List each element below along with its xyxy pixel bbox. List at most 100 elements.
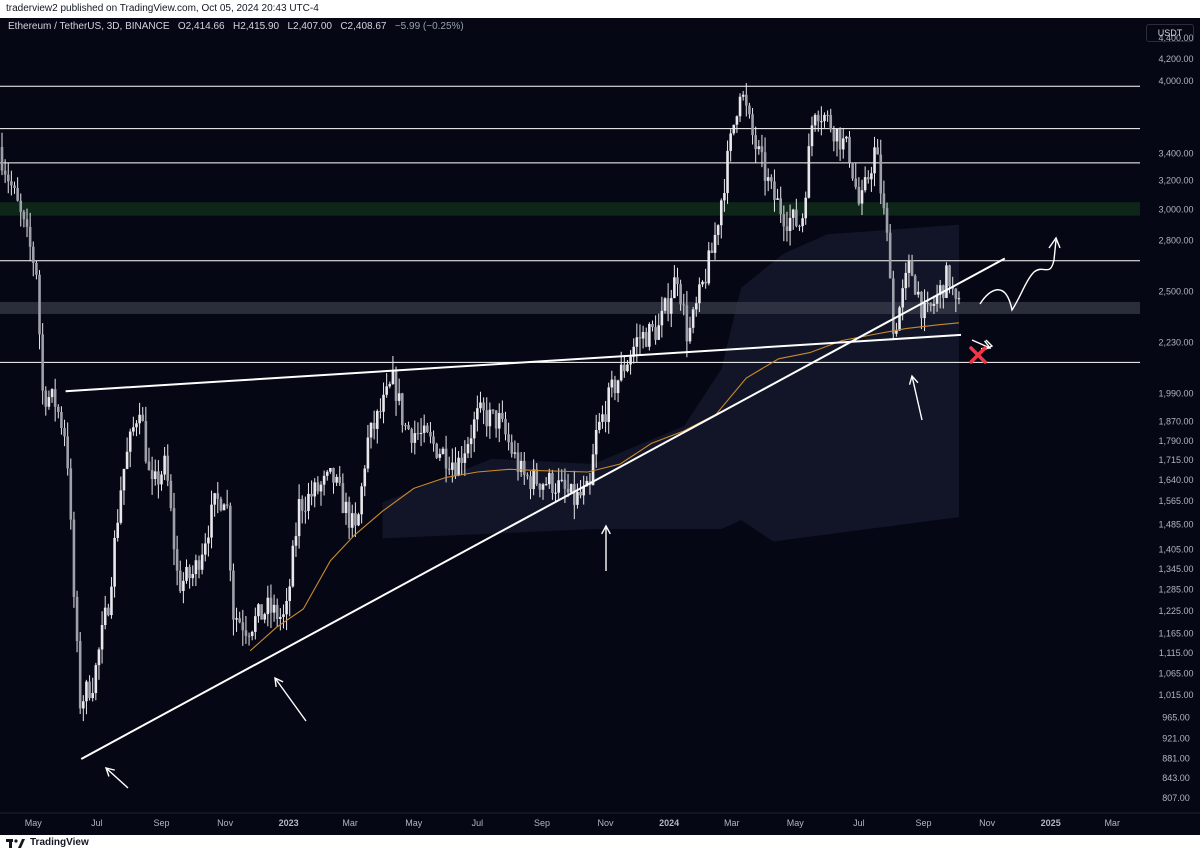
candle-body: [601, 414, 604, 422]
candle: [329, 467, 332, 474]
candle: [63, 419, 66, 447]
candle: [419, 418, 423, 447]
candle: [113, 530, 116, 598]
low-label: L: [287, 21, 294, 32]
candle: [835, 128, 839, 157]
candle-body: [122, 468, 126, 491]
price-tick-label: 2,500.00: [1158, 286, 1193, 296]
candle-body: [851, 162, 854, 179]
candle: [135, 420, 138, 437]
candle: [648, 322, 651, 351]
candle: [704, 268, 707, 289]
candle-body: [504, 418, 507, 435]
candle-body: [516, 452, 520, 472]
candle-body: [841, 138, 845, 150]
candle-body: [416, 433, 420, 435]
candle-body: [619, 364, 623, 381]
symbol-name: Ethereum / TetherUS, 3D, BINANCE: [8, 21, 170, 32]
candle-body: [648, 323, 651, 347]
candle: [332, 467, 335, 494]
candle-body: [157, 471, 160, 485]
candle: [138, 402, 141, 435]
candle: [85, 679, 88, 715]
candle-body: [275, 604, 279, 619]
candle-body: [866, 177, 870, 180]
candle-body: [751, 114, 754, 136]
open-label: O: [177, 21, 186, 32]
change-value: −5.99 (−0.25%): [394, 21, 464, 32]
flat-resistance-trendline[interactable]: [65, 333, 962, 393]
candle-body: [94, 665, 98, 694]
candle-body: [0, 147, 4, 171]
candle-body: [801, 218, 804, 227]
candle: [547, 468, 551, 489]
candle-body: [72, 519, 76, 597]
candle: [438, 448, 442, 461]
candle: [122, 468, 126, 505]
candle-body: [444, 448, 448, 469]
candle-body: [623, 364, 626, 372]
candle-body: [244, 630, 248, 636]
candle-body: [501, 413, 504, 419]
candle: [56, 404, 60, 419]
candle-body: [300, 499, 304, 511]
candle: [838, 127, 842, 161]
candle-body: [848, 136, 851, 163]
candle-body: [510, 442, 514, 454]
candle-body: [297, 499, 301, 537]
candle: [235, 607, 238, 632]
candle: [510, 434, 514, 458]
candle: [394, 366, 398, 416]
candle: [854, 163, 858, 190]
candle: [719, 198, 723, 239]
chart-pane[interactable]: 3,950.863,594.593,329.802,676.292,133.04…: [0, 18, 1200, 835]
candle-body: [838, 128, 842, 150]
candle-body: [895, 330, 898, 334]
candle: [319, 481, 323, 506]
marker-arrow-head: [601, 524, 611, 535]
currency-button[interactable]: USDT: [1146, 24, 1194, 42]
candle: [47, 390, 51, 410]
candle-body: [694, 303, 698, 310]
candle-body: [882, 193, 886, 209]
candle-body: [604, 414, 607, 422]
candle: [898, 305, 901, 331]
price-scale[interactable]: [1140, 18, 1200, 835]
candle-body: [82, 701, 85, 709]
candle: [598, 413, 601, 434]
candle-body: [494, 410, 498, 429]
candle: [69, 458, 73, 530]
candle: [729, 129, 732, 162]
candle: [910, 254, 914, 277]
candle-body: [254, 616, 257, 632]
candle: [673, 265, 676, 299]
candle: [341, 473, 345, 514]
candle: [3, 159, 7, 184]
candle-body: [557, 480, 560, 493]
candle: [300, 495, 304, 524]
candle-body: [447, 468, 451, 470]
candle-body: [6, 174, 10, 182]
candle: [557, 468, 560, 501]
candle-body: [372, 422, 376, 429]
candle: [691, 306, 695, 334]
candle: [669, 289, 673, 328]
price-chart[interactable]: 3,950.863,594.593,329.802,676.292,133.04…: [0, 18, 1200, 835]
candle-body: [913, 275, 917, 295]
candle: [820, 106, 823, 136]
candle: [472, 411, 476, 453]
candle: [544, 477, 548, 486]
candle-body: [729, 133, 732, 151]
candle-body: [38, 274, 41, 335]
price-tick-label: 1,565.00: [1158, 496, 1193, 506]
candle: [497, 403, 501, 443]
candle: [260, 604, 263, 620]
candle-body: [457, 457, 460, 476]
candle: [507, 422, 510, 451]
candle-body: [85, 681, 88, 702]
candle: [294, 522, 298, 557]
candle-body: [835, 128, 839, 142]
candle-body: [347, 501, 351, 528]
price-tick-label: 1,870.00: [1158, 416, 1193, 426]
candle: [532, 459, 535, 496]
